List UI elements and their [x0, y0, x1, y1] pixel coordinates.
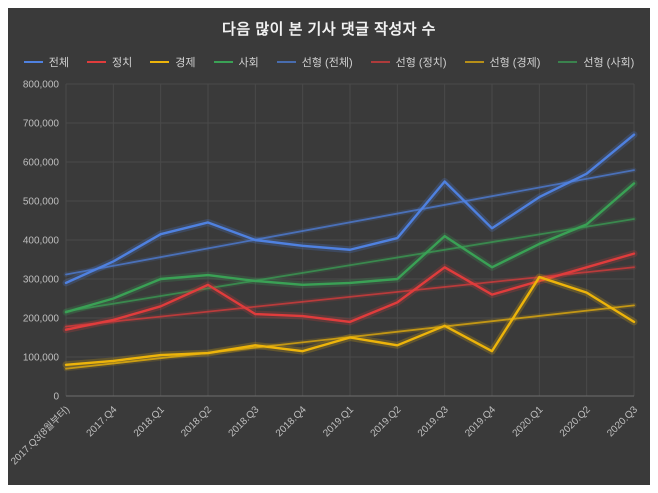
y-tick-label: 100,000 [23, 353, 60, 364]
legend-item: 선형 (사회) [558, 54, 634, 70]
x-tick-label: 2018.Q1 [132, 404, 167, 439]
legend-line-swatch-icon [276, 61, 296, 63]
series-line-2 [64, 275, 636, 366]
legend-label: 선형 (경제) [489, 57, 541, 69]
x-tick-label: 2020.Q3 [605, 404, 640, 439]
chart-legend: 전체 정치 경제 사회 선형 (전체) 선형 (정치) 선형 (경제) 선형 (사회) [23, 54, 634, 70]
legend-item: 사회 [213, 54, 259, 70]
x-tick-label: 2017.Q3(8월부터) [8, 404, 72, 468]
x-tick-label: 2019.Q1 [321, 404, 356, 439]
legend-line-swatch-icon [87, 61, 106, 63]
y-tick-label: 0 [53, 392, 59, 403]
legend-line-swatch-icon [150, 61, 170, 63]
legend-line-swatch-icon [370, 61, 390, 63]
y-tick-label: 200,000 [23, 314, 60, 325]
legend-item: 선형 (경제) [464, 54, 541, 70]
x-tick-label: 2018.Q2 [179, 404, 214, 439]
y-tick-label: 500,000 [23, 197, 60, 208]
legend-label: 사회 [238, 57, 259, 69]
chart-panel: 다음 많이 본 기사 댓글 작성자 수 전체 정치 경제 사회 선형 (전체) 선형 (정… [8, 8, 650, 485]
legend-item: 경제 [150, 54, 196, 70]
legend-item: 선형 (정치) [370, 54, 447, 70]
x-tick-label: 2019.Q3 [416, 404, 451, 439]
series-line-0 [64, 133, 636, 285]
x-tick-label: 2019.Q4 [463, 404, 498, 439]
legend-label: 전체 [48, 57, 69, 69]
legend-label: 선형 (정치) [395, 57, 447, 69]
chart-title: 다음 많이 본 기사 댓글 작성자 수 [222, 21, 436, 38]
legend-item: 전체 [23, 54, 69, 70]
y-tick-label: 600,000 [23, 158, 60, 169]
legend-line-swatch-icon [23, 61, 43, 63]
y-tick-label: 800,000 [23, 80, 60, 91]
x-tick-label: 2018.Q3 [227, 404, 262, 439]
legend-line-swatch-icon [213, 61, 233, 63]
legend-line-swatch-icon [558, 61, 578, 63]
series-line-1 [64, 252, 636, 331]
x-tick-label: 2020.Q1 [511, 404, 546, 439]
x-tick-label: 2017.Q4 [85, 404, 120, 439]
legend-label: 경제 [175, 57, 196, 69]
x-tick-label: 2018.Q4 [274, 404, 309, 439]
y-tick-label: 300,000 [23, 275, 60, 286]
y-tick-label: 700,000 [23, 119, 60, 130]
trendline-0 [65, 169, 635, 276]
legend-item: 정치 [87, 54, 132, 70]
legend-label: 정치 [112, 57, 133, 69]
trendline-3 [65, 218, 635, 313]
line-chart: 0 100,000 200,000 300,000 400,000 500,000 600,… [8, 80, 640, 468]
y-tick-label: 400,000 [23, 236, 60, 247]
legend-label: 선형 (전체) [301, 57, 353, 69]
x-tick-label: 2019.Q2 [369, 404, 404, 439]
legend-line-swatch-icon [464, 61, 484, 63]
x-tick-label: 2020.Q2 [558, 404, 593, 439]
series-line-3 [64, 182, 636, 314]
legend-item: 선형 (전체) [276, 54, 353, 70]
legend-label: 선형 (사회) [583, 57, 635, 69]
